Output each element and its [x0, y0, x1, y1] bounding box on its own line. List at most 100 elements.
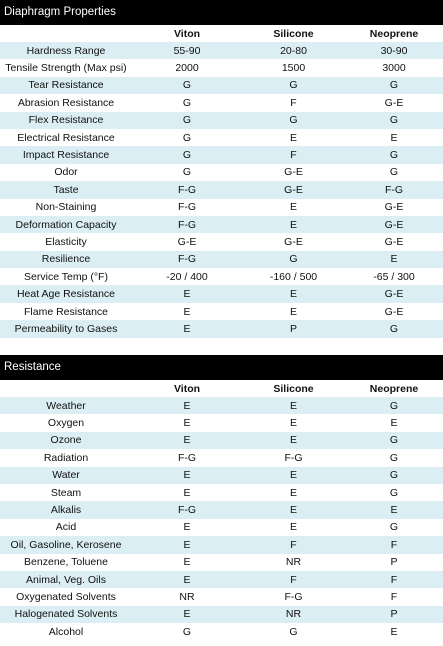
- column-header: Silicone: [242, 25, 345, 42]
- property-label: Odor: [0, 163, 132, 182]
- rating-cell: G-E: [345, 198, 443, 216]
- rating-cell: G: [345, 111, 443, 129]
- rating-cell: G: [345, 449, 443, 467]
- rating-cell: F: [345, 536, 443, 554]
- resistance-section: Resistance Viton Silicone Neoprene Weath…: [0, 355, 443, 641]
- table-row: Tensile Strength (Max psi) 2000 1500 3000: [0, 59, 443, 77]
- table-header-row: Viton Silicone Neoprene: [0, 25, 443, 42]
- rating-cell: 1500: [242, 59, 345, 77]
- rating-cell: -65 / 300: [345, 268, 443, 286]
- rating-cell: E: [132, 302, 242, 321]
- rating-cell: F: [242, 146, 345, 164]
- rating-cell: E: [345, 414, 443, 432]
- table-row: Permeability to Gases E P G: [0, 320, 443, 338]
- rating-cell: E: [242, 198, 345, 216]
- resistance-table-body: Weather E E G Oxygen E E E Ozone E E G Radiation F-G F…: [0, 397, 443, 641]
- property-label: Flex Resistance: [0, 111, 132, 129]
- rating-cell: G: [132, 111, 242, 129]
- rating-cell: E: [132, 431, 242, 450]
- rating-cell: F: [242, 94, 345, 112]
- rating-cell: P: [345, 553, 443, 571]
- rating-cell: 55-90: [132, 42, 242, 60]
- rating-cell: G-E: [345, 94, 443, 112]
- diaphragm-properties-title: Diaphragm Properties: [0, 0, 443, 25]
- property-label: Flame Resistance: [0, 302, 132, 321]
- table-row: Taste F-G G-E F-G: [0, 181, 443, 199]
- rating-cell: G: [132, 146, 242, 164]
- rating-cell: F-G: [132, 215, 242, 234]
- diaphragm-table-body: Hardness Range 55-90 20-80 30-90 Tensile Str…: [0, 42, 443, 338]
- rating-cell: G-E: [345, 302, 443, 321]
- rating-cell: G: [345, 163, 443, 182]
- column-header: Neoprene: [345, 25, 443, 42]
- resistance-title: Resistance: [0, 355, 443, 380]
- property-label: Service Temp (°F): [0, 268, 132, 286]
- property-label: Elasticity: [0, 233, 132, 251]
- table-row: Resilience F-G G E: [0, 250, 443, 269]
- resistance-table: Viton Silicone Neoprene Weather E E G Oxygen…: [0, 380, 443, 641]
- property-label: Abrasion Resistance: [0, 94, 132, 112]
- table-row: Tear Resistance G G G: [0, 76, 443, 95]
- rating-cell: F-G: [242, 588, 345, 606]
- rating-cell: G: [345, 431, 443, 450]
- table-row: Water E E G: [0, 466, 443, 484]
- property-label: Acid: [0, 518, 132, 537]
- column-header: [0, 25, 132, 42]
- property-label: Benzene, Toluene: [0, 553, 132, 571]
- table-row: Service Temp (°F) -20 / 400 -160 / 500 -65 …: [0, 268, 443, 286]
- rating-cell: F-G: [132, 449, 242, 467]
- property-label: Oxygen: [0, 414, 132, 432]
- property-label: Hardness Range: [0, 42, 132, 60]
- rating-cell: E: [242, 414, 345, 432]
- rating-cell: 2000: [132, 59, 242, 77]
- rating-cell: -160 / 500: [242, 268, 345, 286]
- rating-cell: G: [345, 518, 443, 537]
- rating-cell: E: [242, 128, 345, 147]
- property-label: Weather: [0, 397, 132, 415]
- property-label: Tensile Strength (Max psi): [0, 59, 132, 77]
- rating-cell: E: [132, 397, 242, 415]
- property-label: Radiation: [0, 449, 132, 467]
- rating-cell: NR: [242, 553, 345, 571]
- rating-cell: P: [242, 320, 345, 338]
- table-row: Electrical Resistance G E E: [0, 128, 443, 147]
- rating-cell: E: [345, 501, 443, 519]
- table-row: Non-Staining F-G E G-E: [0, 198, 443, 216]
- table-row: Flame Resistance E E G-E: [0, 302, 443, 321]
- rating-cell: G: [242, 76, 345, 95]
- rating-cell: G-E: [345, 285, 443, 303]
- table-header-row: Viton Silicone Neoprene: [0, 380, 443, 397]
- rating-cell: G-E: [242, 233, 345, 251]
- rating-cell: E: [132, 483, 242, 502]
- rating-cell: F-G: [132, 250, 242, 269]
- property-label: Deformation Capacity: [0, 215, 132, 234]
- table-row: Flex Resistance G G G: [0, 111, 443, 129]
- table-row: Benzene, Toluene E NR P: [0, 553, 443, 571]
- rating-cell: G: [345, 320, 443, 338]
- property-label: Ozone: [0, 431, 132, 450]
- rating-cell: 30-90: [345, 42, 443, 60]
- rating-cell: G: [345, 466, 443, 484]
- rating-cell: E: [242, 466, 345, 484]
- rating-cell: F: [242, 536, 345, 554]
- rating-cell: E: [345, 623, 443, 641]
- rating-cell: E: [242, 501, 345, 519]
- rating-cell: NR: [242, 605, 345, 624]
- column-header: Neoprene: [345, 380, 443, 397]
- property-label: Heat Age Resistance: [0, 285, 132, 303]
- rating-cell: P: [345, 605, 443, 624]
- rating-cell: G: [132, 94, 242, 112]
- table-row: Weather E E G: [0, 397, 443, 415]
- rating-cell: E: [345, 250, 443, 269]
- rating-cell: G-E: [242, 163, 345, 182]
- rating-cell: G-E: [345, 215, 443, 234]
- property-label: Alkalis: [0, 501, 132, 519]
- rating-cell: G: [242, 111, 345, 129]
- rating-cell: F: [345, 570, 443, 589]
- rating-cell: E: [345, 128, 443, 147]
- table-row: Abrasion Resistance G F G-E: [0, 94, 443, 112]
- rating-cell: G: [345, 146, 443, 164]
- table-row: Deformation Capacity F-G E G-E: [0, 215, 443, 234]
- rating-cell: E: [132, 536, 242, 554]
- rating-cell: E: [132, 570, 242, 589]
